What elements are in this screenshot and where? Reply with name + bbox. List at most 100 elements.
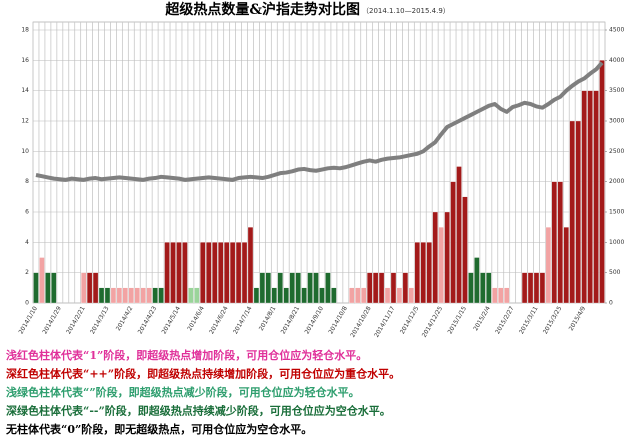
bar	[241, 242, 248, 304]
x-tick-label: 2015/2/4	[472, 305, 492, 332]
bar	[271, 287, 277, 304]
bar	[575, 120, 581, 304]
bar	[498, 287, 504, 304]
x-tick-label: 2014/12/5	[399, 305, 421, 335]
bar	[331, 287, 337, 304]
bar	[355, 287, 361, 304]
x-tick-label: 2014/1/10	[18, 305, 40, 335]
bar	[307, 272, 313, 304]
y2-tick-label: 4000	[609, 57, 624, 64]
y2-tick-label: 2000	[609, 178, 624, 185]
y2-tick-label: 1500	[609, 209, 624, 216]
bar	[533, 272, 540, 304]
x-tick-label: 2014/6/4	[186, 305, 206, 332]
x-tick-label: 2014/2/21	[65, 305, 87, 335]
bar	[164, 242, 170, 304]
x-tick-label: 2014/6/24	[208, 305, 230, 335]
x-tick-label: 2014/8/1	[258, 305, 278, 332]
bar	[474, 257, 480, 304]
bar	[319, 287, 325, 304]
y2-tick-label: 4500	[609, 27, 624, 34]
bar	[259, 272, 266, 304]
x-tick-label: 2014/1/29	[41, 305, 63, 335]
note: 浅绿色柱体代表“”阶段，即超级热点减少阶段，可用仓位应为轻仓水平。	[6, 385, 360, 399]
bar	[587, 90, 593, 304]
bar	[396, 287, 403, 304]
bar	[182, 242, 188, 304]
x-tick-label: 2014/3/13	[89, 305, 111, 335]
bar	[551, 181, 558, 304]
bar	[480, 272, 486, 304]
note: 深红色柱体代表“++”阶段，即超级热点持续增加阶段，可用仓位应为重仓水平。	[6, 367, 400, 381]
bar	[390, 272, 397, 304]
x-tick-label: 2014/7/14	[232, 305, 254, 335]
note: 浅红色柱体代表“1”阶段，即超级热点增加阶段，可用仓位应为轻仓水平。	[6, 348, 367, 362]
y-tick-label: 8	[25, 178, 29, 185]
x-tick-label: 2015/1/15	[447, 305, 469, 335]
bar	[504, 287, 510, 304]
y2-tick-label: 500	[609, 269, 621, 276]
bar	[420, 242, 426, 304]
x-tick-label: 2014/5/14	[161, 305, 183, 335]
bar	[188, 287, 194, 304]
bar	[218, 242, 224, 304]
bar	[432, 211, 438, 304]
bar	[349, 287, 355, 304]
bar	[456, 166, 462, 304]
y2-tick-label: 0	[609, 300, 613, 307]
bar	[51, 272, 57, 304]
bar	[492, 287, 498, 304]
bar	[146, 287, 152, 304]
bar	[468, 272, 474, 304]
bar	[563, 227, 569, 304]
x-tick-label: 2015/3/11	[518, 305, 540, 335]
bar	[98, 287, 105, 304]
bar	[122, 287, 129, 304]
bar	[289, 272, 295, 304]
y2-tick-label: 2500	[609, 148, 624, 155]
x-tick-label: 2014/10/8	[327, 305, 349, 335]
y2-tick-label: 3000	[609, 118, 624, 125]
bar	[301, 287, 307, 304]
bar	[581, 90, 587, 304]
bar	[110, 287, 117, 304]
x-tick-label: 2015/3/25	[542, 305, 564, 335]
y-tick-label: 12	[21, 118, 29, 125]
bar	[599, 60, 605, 304]
bar	[116, 287, 123, 304]
y2-tick-label: 1000	[609, 239, 624, 246]
bar	[212, 242, 218, 304]
bar	[128, 287, 134, 304]
bar	[265, 272, 272, 304]
bar	[527, 272, 534, 304]
note: 深绿色柱体代表“--”阶段，即超级热点持续减少阶段，可用仓位应为空仓水平。	[6, 404, 391, 418]
bar	[176, 242, 182, 304]
bar	[80, 272, 87, 304]
bar	[283, 287, 289, 304]
bar	[378, 272, 385, 304]
bar	[104, 287, 111, 304]
x-tick-label: 2014/4/23	[137, 305, 159, 335]
bar	[170, 242, 176, 304]
bar	[438, 227, 444, 304]
bar	[539, 272, 546, 304]
line	[35, 61, 604, 182]
y-tick-label: 16	[21, 57, 29, 64]
bar	[206, 242, 212, 304]
x-tick-label: 2014/8/21	[280, 305, 302, 335]
bar	[92, 272, 99, 304]
bar	[593, 90, 599, 304]
bar	[557, 181, 563, 304]
bar	[325, 272, 331, 304]
y-tick-label: 10	[21, 148, 29, 155]
bar	[444, 211, 450, 304]
y-tick-label: 18	[21, 27, 29, 34]
note: 无柱体代表“0”阶段，即无超级热点，可用仓位应为空仓水平。	[5, 422, 312, 436]
x-tick-label: 2014/11/17	[373, 305, 396, 339]
bar	[426, 242, 432, 304]
y-tick-label: 4	[25, 239, 29, 246]
bar	[569, 120, 575, 304]
x-tick-label: 2014/12/25	[421, 305, 444, 339]
